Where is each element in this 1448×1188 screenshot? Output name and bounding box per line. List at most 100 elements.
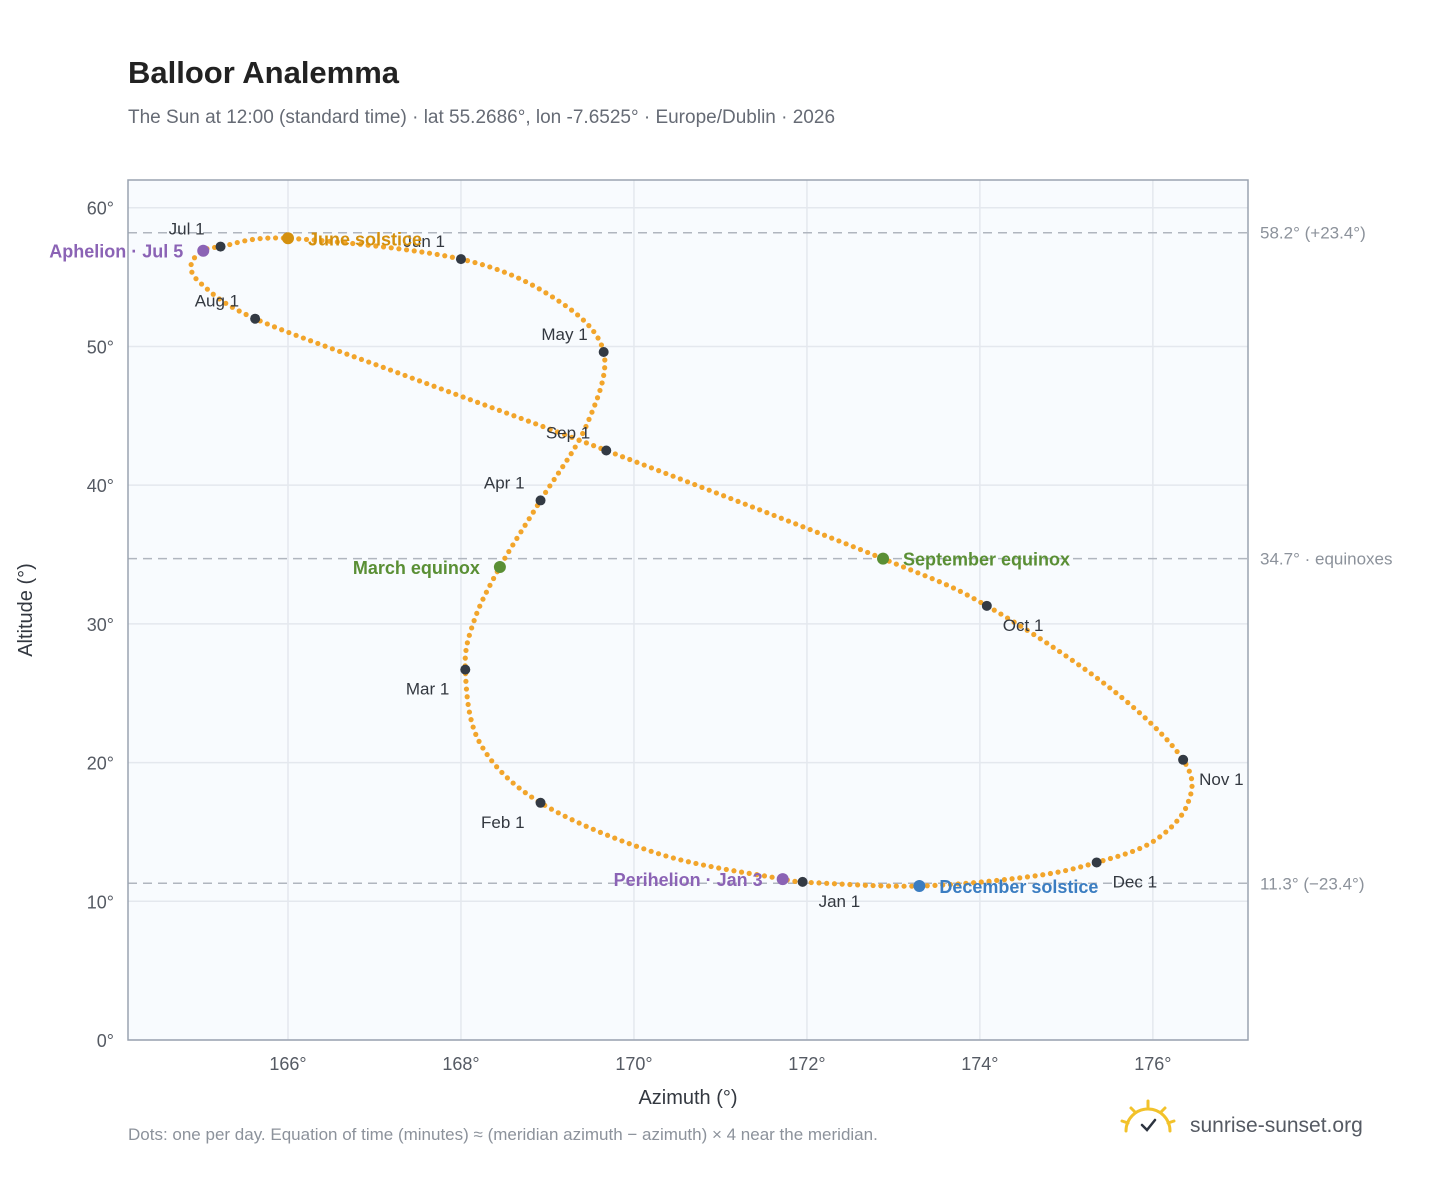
daily-sun-dot (303, 236, 310, 243)
x-axis-label: Azimuth (°) (638, 1087, 737, 1109)
daily-sun-dot (508, 272, 515, 278)
daily-sun-dot (847, 881, 853, 888)
daily-sun-dot (562, 432, 568, 438)
month-label: Mar 1 (406, 680, 449, 699)
daily-sun-dot (627, 456, 633, 463)
daily-sun-dot (1100, 858, 1106, 864)
daily-sun-dot (529, 282, 536, 288)
daily-sun-dot (431, 383, 437, 389)
daily-sun-dot (210, 291, 216, 297)
daily-sun-dot (373, 243, 379, 249)
daily-sun-dot (839, 881, 845, 887)
daily-sun-dot (721, 493, 727, 499)
daily-sun-dot (716, 865, 722, 871)
daily-sun-dot (769, 874, 775, 880)
x-tick-label: 172° (788, 1054, 825, 1074)
daily-sun-dot (932, 882, 938, 889)
daily-sun-dot (641, 462, 647, 468)
plot-frame (127, 179, 1249, 1041)
month-marker (981, 600, 992, 611)
y-tick-label: 0° (97, 1031, 114, 1051)
daily-sun-dot (476, 738, 482, 744)
daily-sun-dot (562, 302, 568, 309)
daily-sun-dot (411, 248, 417, 254)
daily-sun-dot (1031, 631, 1037, 638)
event-label: September equinox (903, 550, 1070, 570)
chart-subtitle: The Sun at 12:00 (standard time) · lat 5… (128, 107, 835, 128)
daily-sun-dot (1113, 690, 1119, 696)
daily-sun-dot (470, 724, 476, 730)
daily-sun-dot (483, 589, 489, 595)
daily-sun-dot (1119, 694, 1125, 701)
daily-sun-dot (677, 476, 683, 482)
daily-sun-dot (522, 790, 528, 796)
daily-sun-dot (1018, 623, 1024, 629)
daily-sun-dot (402, 372, 408, 379)
daily-sun-dot (516, 275, 522, 281)
event-marker (493, 561, 506, 573)
daily-sun-dot (735, 498, 741, 504)
x-tick-label: 174° (961, 1054, 998, 1074)
daily-sun-dot (1101, 680, 1107, 686)
daily-sun-dot (529, 794, 535, 800)
daily-sun-dot (754, 872, 760, 878)
daily-sun-dot (1011, 619, 1017, 625)
daily-sun-dot (518, 415, 524, 422)
daily-sun-dot (510, 780, 516, 786)
daily-sun-dot (198, 281, 205, 287)
daily-sun-dot (855, 882, 861, 888)
daily-sun-dot (564, 457, 570, 463)
daily-sun-dot (678, 857, 684, 863)
daily-sun-dot (742, 501, 748, 507)
daily-sun-dot (234, 239, 240, 246)
daily-sun-dot (663, 470, 669, 477)
daily-sun-dot (1001, 877, 1007, 883)
daily-sun-dot (516, 785, 522, 791)
daily-sun-dot (1174, 748, 1180, 755)
daily-sun-dot (434, 251, 440, 258)
daily-sun-dot (518, 529, 524, 535)
daily-sun-dot (438, 386, 444, 392)
daily-sun-dot (494, 764, 500, 770)
daily-sun-dot (477, 603, 483, 609)
reference-line-label: 11.3° (−23.4°) (1260, 874, 1364, 893)
daily-sun-dot (229, 304, 235, 310)
daily-sun-dot (583, 823, 589, 829)
daily-sun-dot (807, 526, 813, 533)
month-label: Aug 1 (195, 292, 239, 311)
daily-sun-dot (416, 378, 423, 384)
daily-sun-dot (684, 479, 691, 485)
month-marker (250, 313, 261, 324)
daily-sun-dot (586, 323, 592, 329)
daily-sun-dot (943, 582, 950, 588)
daily-sun-dot (296, 236, 302, 242)
daily-sun-dot (547, 483, 553, 489)
daily-sun-dot (395, 370, 401, 376)
daily-sun-dot (814, 529, 820, 536)
daily-sun-dot (1174, 818, 1180, 824)
daily-sun-dot (862, 882, 868, 888)
daily-sun-dot (1115, 853, 1121, 859)
daily-sun-dot (487, 264, 493, 270)
daily-sun-dot (1153, 726, 1159, 732)
daily-sun-dot (641, 846, 647, 852)
event-label: December solstice (939, 877, 1098, 897)
daily-sun-dot (555, 470, 562, 476)
daily-sun-dot (583, 440, 589, 446)
daily-sun-dot (728, 495, 734, 502)
daily-sun-dot (536, 286, 542, 292)
daily-sun-dot (947, 881, 954, 888)
daily-sun-dot (575, 312, 581, 318)
daily-sun-dot (562, 813, 568, 819)
daily-sun-dot (986, 878, 992, 884)
y-tick-label: 40° (87, 476, 114, 496)
daily-sun-dot (556, 298, 562, 304)
daily-sun-dot (188, 261, 194, 268)
daily-sun-dot (568, 307, 575, 313)
daily-sun-dot (315, 340, 321, 347)
sun-icon (1120, 1099, 1176, 1133)
daily-sun-dot (522, 522, 528, 528)
daily-sun-dot (344, 351, 350, 357)
daily-sun-dot (463, 678, 469, 684)
daily-sun-dot (223, 300, 229, 306)
